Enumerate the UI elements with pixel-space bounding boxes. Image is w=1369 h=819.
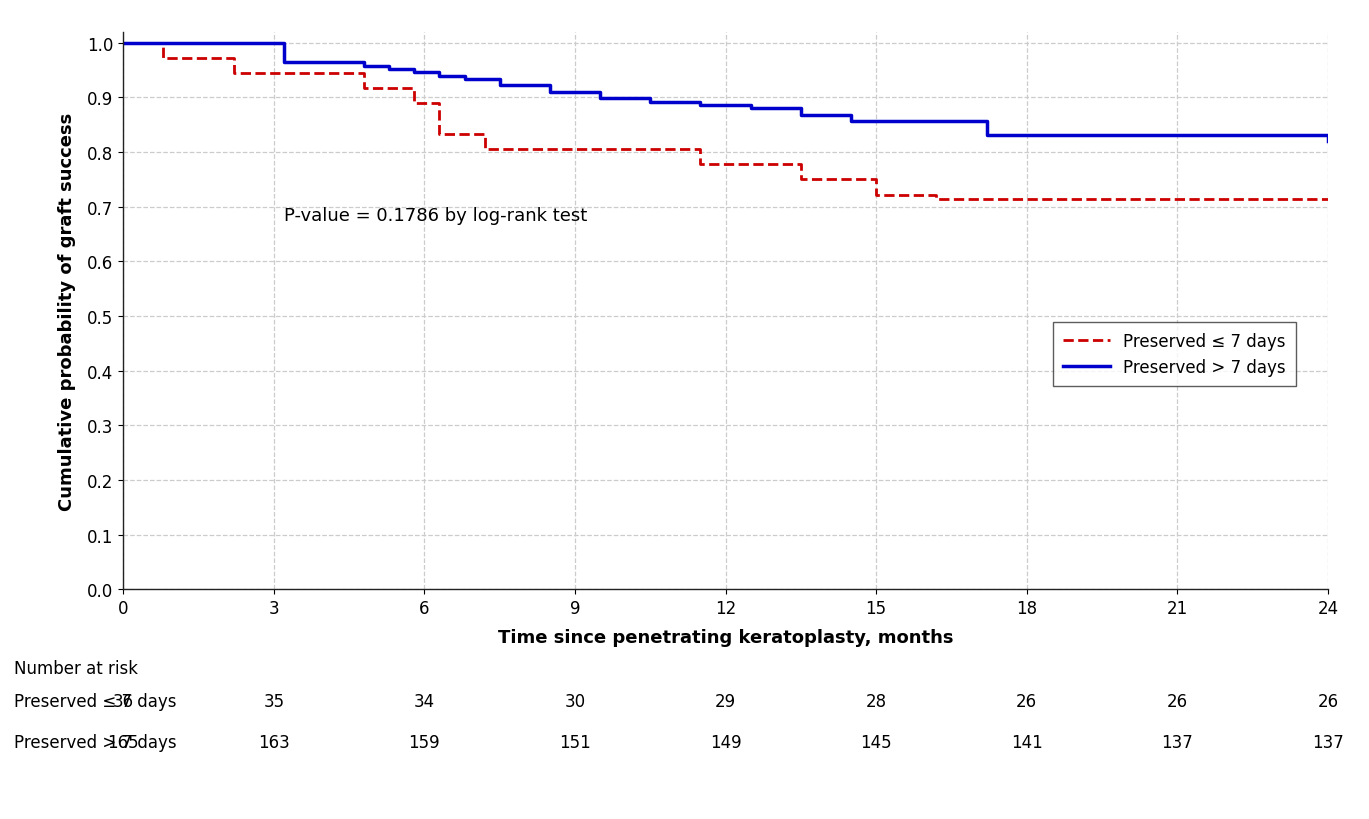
Text: 151: 151: [559, 733, 591, 751]
Preserved ≤ 7 days: [431, 99, 448, 109]
Preserved > 7 days: [979, 117, 995, 127]
Preserved ≤ 7 days: [1320, 195, 1336, 205]
Preserved > 7 days: [742, 101, 758, 111]
Preserved ≤ 7 days: [542, 145, 559, 155]
Preserved > 7 days: [843, 111, 860, 120]
Preserved ≤ 7 days: [928, 191, 945, 201]
Preserved > 7 days: [793, 111, 809, 120]
Preserved > 7 days: [356, 58, 372, 68]
Preserved > 7 days: [693, 97, 709, 107]
Preserved > 7 days: [381, 65, 397, 75]
Preserved > 7 days: [1320, 130, 1336, 140]
Preserved ≤ 7 days: [868, 175, 884, 185]
Legend: Preserved ≤ 7 days, Preserved > 7 days: Preserved ≤ 7 days, Preserved > 7 days: [1053, 322, 1295, 387]
Preserved ≤ 7 days: [155, 54, 171, 64]
Preserved > 7 days: [1320, 137, 1336, 147]
Text: Preserved ≤ 7 days: Preserved ≤ 7 days: [14, 692, 177, 710]
Preserved > 7 days: [407, 65, 423, 75]
Preserved ≤ 7 days: [591, 145, 608, 155]
Preserved > 7 days: [275, 38, 292, 48]
Preserved ≤ 7 days: [868, 191, 884, 201]
Preserved ≤ 7 days: [642, 145, 658, 155]
Text: 34: 34: [413, 692, 435, 710]
Text: 36: 36: [112, 692, 134, 710]
Line: Preserved > 7 days: Preserved > 7 days: [123, 43, 1328, 142]
Preserved ≤ 7 days: [693, 160, 709, 170]
X-axis label: Time since penetrating keratoplasty, months: Time since penetrating keratoplasty, mon…: [498, 628, 953, 646]
Preserved ≤ 7 days: [476, 145, 493, 155]
Preserved > 7 days: [542, 88, 559, 97]
Preserved ≤ 7 days: [793, 175, 809, 185]
Preserved ≤ 7 days: [693, 145, 709, 155]
Preserved > 7 days: [381, 61, 397, 71]
Preserved ≤ 7 days: [356, 84, 372, 94]
Line: Preserved ≤ 7 days: Preserved ≤ 7 days: [123, 43, 1328, 200]
Text: 29: 29: [715, 692, 737, 710]
Preserved > 7 days: [275, 58, 292, 68]
Text: 137: 137: [1312, 733, 1344, 751]
Preserved > 7 days: [642, 94, 658, 104]
Preserved ≤ 7 days: [642, 145, 658, 155]
Text: Number at risk: Number at risk: [14, 659, 138, 677]
Text: 28: 28: [865, 692, 887, 710]
Preserved > 7 days: [356, 61, 372, 71]
Preserved ≤ 7 days: [476, 130, 493, 140]
Preserved ≤ 7 days: [407, 84, 423, 94]
Preserved > 7 days: [693, 101, 709, 111]
Preserved > 7 days: [591, 88, 608, 97]
Preserved ≤ 7 days: [407, 99, 423, 109]
Text: 30: 30: [564, 692, 586, 710]
Preserved > 7 days: [456, 71, 472, 81]
Text: 26: 26: [1016, 692, 1038, 710]
Preserved > 7 days: [742, 104, 758, 114]
Preserved ≤ 7 days: [1320, 195, 1336, 205]
Preserved ≤ 7 days: [928, 195, 945, 205]
Text: 163: 163: [257, 733, 290, 751]
Preserved > 7 days: [491, 81, 508, 91]
Text: 145: 145: [860, 733, 893, 751]
Preserved ≤ 7 days: [356, 70, 372, 79]
Preserved ≤ 7 days: [591, 145, 608, 155]
Text: 165: 165: [107, 733, 140, 751]
Text: P-value = 0.1786 by log-rank test: P-value = 0.1786 by log-rank test: [283, 207, 587, 225]
Text: 26: 26: [1317, 692, 1339, 710]
Preserved > 7 days: [591, 94, 608, 104]
Preserved > 7 days: [431, 71, 448, 81]
Preserved ≤ 7 days: [431, 130, 448, 140]
Text: Preserved > 7 days: Preserved > 7 days: [14, 733, 177, 751]
Text: 159: 159: [408, 733, 441, 751]
Preserved > 7 days: [491, 75, 508, 84]
Text: 149: 149: [709, 733, 742, 751]
Preserved > 7 days: [793, 104, 809, 114]
Preserved ≤ 7 days: [542, 145, 559, 155]
Text: 26: 26: [1166, 692, 1188, 710]
Y-axis label: Cumulative probability of graft success: Cumulative probability of graft success: [57, 112, 77, 510]
Preserved ≤ 7 days: [155, 38, 171, 48]
Preserved > 7 days: [642, 97, 658, 107]
Text: 137: 137: [1161, 733, 1194, 751]
Preserved ≤ 7 days: [226, 54, 242, 64]
Preserved > 7 days: [115, 38, 131, 48]
Preserved > 7 days: [407, 68, 423, 78]
Text: 35: 35: [263, 692, 285, 710]
Text: 141: 141: [1010, 733, 1043, 751]
Preserved > 7 days: [843, 117, 860, 127]
Preserved > 7 days: [542, 81, 559, 91]
Preserved > 7 days: [456, 75, 472, 84]
Preserved ≤ 7 days: [115, 38, 131, 48]
Preserved ≤ 7 days: [226, 70, 242, 79]
Preserved > 7 days: [979, 130, 995, 140]
Preserved > 7 days: [431, 68, 448, 78]
Preserved ≤ 7 days: [793, 160, 809, 170]
